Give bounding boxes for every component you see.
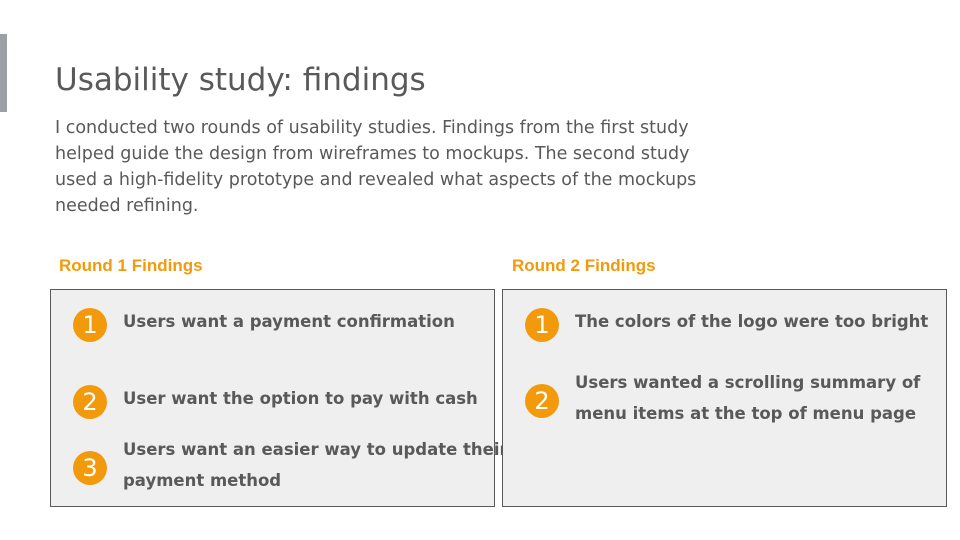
finding-text: Users wanted a scrolling summary of menu… — [575, 367, 932, 429]
intro-paragraph: I conducted two rounds of usability stud… — [55, 118, 697, 216]
finding-text: Users want a payment confirmation — [123, 306, 480, 337]
finding-line: Users wanted a scrolling summary of — [575, 373, 921, 392]
number-badge: 2 — [525, 384, 559, 418]
finding-text: User want the option to pay with cash — [123, 383, 480, 414]
round-1-findings-panel: 1 Users want a payment confirmation 2 Us… — [50, 289, 508, 507]
number-badge: 1 — [525, 308, 559, 342]
round-2-findings-panel: 1 The colors of the logo were too bright… — [502, 289, 947, 507]
number-badge: 1 — [73, 308, 107, 342]
finding-line: Users want an easier way to update their — [123, 440, 508, 459]
round-1-heading: Round 1 Findings — [59, 256, 203, 275]
round-2-heading: Round 2 Findings — [512, 256, 656, 275]
number-badge: 2 — [73, 385, 107, 419]
finding-line: Users want a payment confirmation — [123, 312, 455, 331]
finding-line: User want the option to pay with cash — [123, 389, 478, 408]
finding-line: menu items at the top of menu page — [575, 404, 917, 423]
page-title: Usability study: findings — [55, 62, 426, 98]
number-badge: 3 — [73, 451, 107, 485]
accent-side-bar — [0, 34, 7, 112]
finding-line: payment method — [123, 471, 282, 490]
finding-line: The colors of the logo were too bright — [575, 312, 929, 331]
finding-text: Users want an easier way to update their… — [123, 434, 508, 496]
finding-text: The colors of the logo were too bright — [575, 306, 932, 337]
